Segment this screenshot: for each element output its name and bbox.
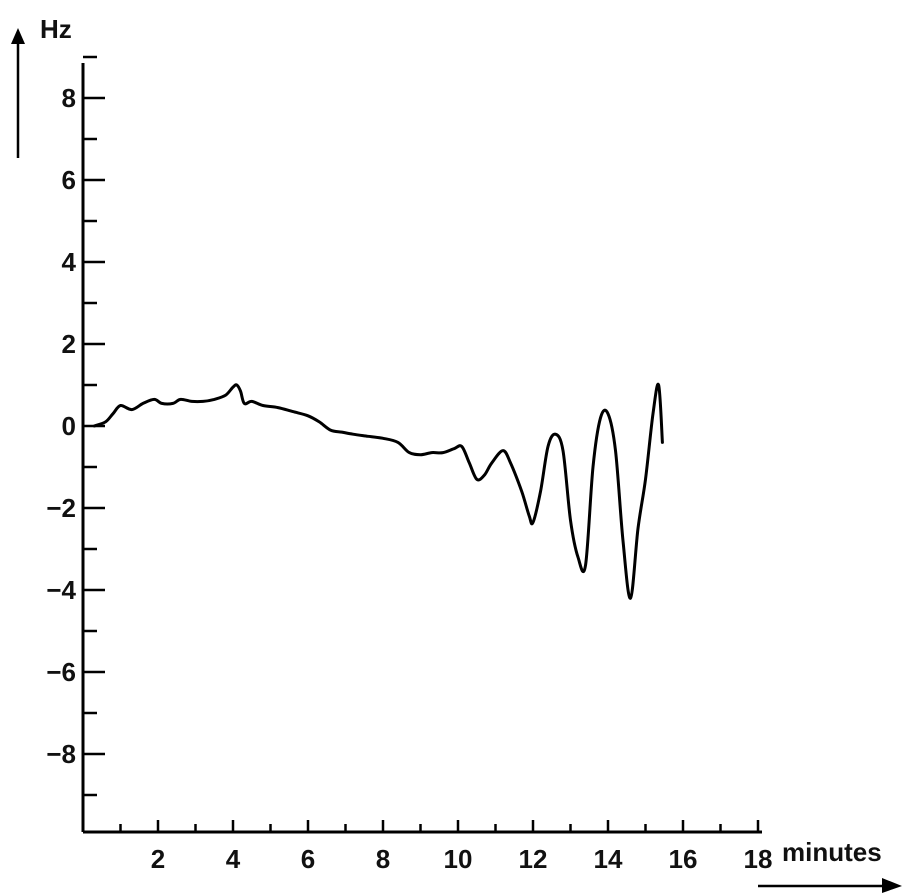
x-tick-label: 6 [301,844,315,874]
x-tick-label: 14 [594,844,623,874]
y-unit-label: Hz [40,14,72,44]
y-tick-label: −2 [46,493,76,523]
series-line [92,382,664,600]
x-tick-label: 18 [744,844,773,874]
x-unit-arrow [758,878,902,893]
y-tick-label: −6 [46,657,76,687]
x-tick-label: 8 [376,844,390,874]
y-tick-label: 4 [62,247,77,277]
y-tick-label: −4 [46,575,76,605]
x-unit-label: minutes [782,837,882,867]
y-tick-label: 2 [62,329,76,359]
x-tick-label: 16 [669,844,698,874]
tick-labels: 2 4 6 8 10 12 14 16 18 8 6 4 2 0 −2 −4 −6 −8 [46,83,772,874]
x-tick-label: 12 [519,844,548,874]
y-unit-arrow [11,28,25,158]
x-tick-label: 2 [151,844,165,874]
y-tick-label: −8 [46,739,76,769]
x-tick-label: 4 [226,844,241,874]
y-tick-label: 0 [62,411,76,441]
y-tick-label: 6 [62,165,76,195]
y-tick-label: 8 [62,83,76,113]
axis-ticks [83,55,760,832]
x-tick-label: 10 [444,844,473,874]
